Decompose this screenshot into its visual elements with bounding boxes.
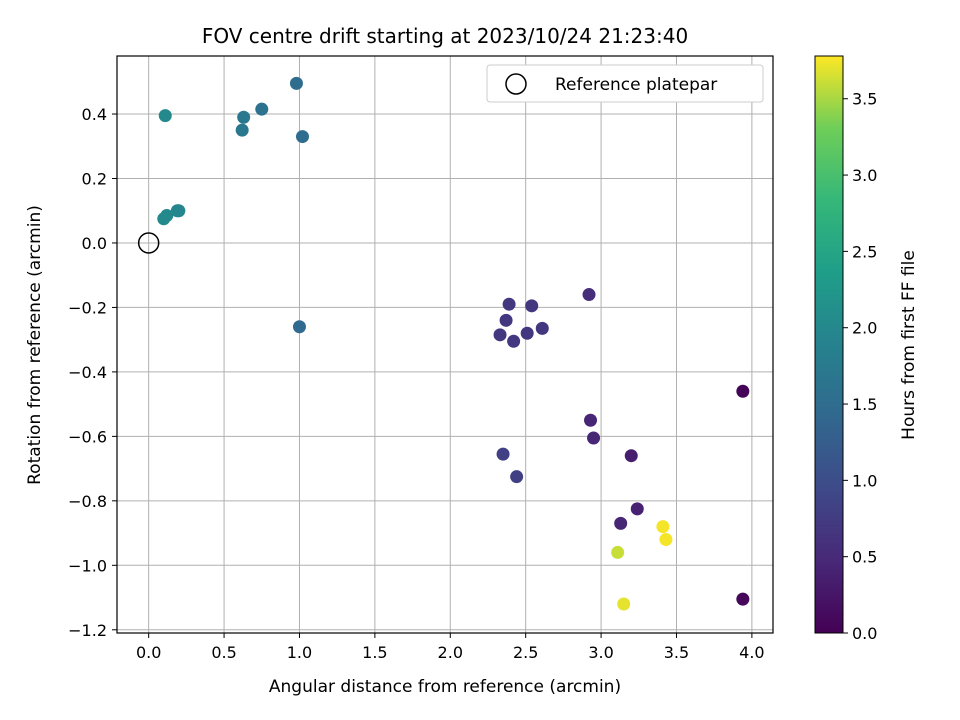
scatter-point <box>496 447 510 461</box>
scatter-point <box>493 328 507 342</box>
scatter-point <box>659 533 673 547</box>
x-tick-label: 3.0 <box>588 643 613 662</box>
scatter-points <box>137 76 750 611</box>
colorbar-ticks: 0.0 0.5 1.0 1.5 2.0 2.5 3.0 3.5 <box>843 90 877 643</box>
scatter-point <box>235 123 249 137</box>
scatter-point <box>237 110 251 124</box>
x-tick-label: 3.5 <box>664 643 689 662</box>
colorbar-tick-label: 2.5 <box>852 242 877 261</box>
scatter-point <box>499 313 513 327</box>
scatter-point <box>295 130 309 144</box>
scatter-point <box>582 288 596 302</box>
scatter-point <box>525 299 539 313</box>
colorbar: 0.0 0.5 1.0 1.5 2.0 2.5 3.0 3.5 Hours from firs… <box>814 55 919 643</box>
x-tick-label: 0.5 <box>211 643 236 662</box>
colorbar-tick-label: 0.0 <box>852 624 877 643</box>
scatter-point <box>587 431 601 445</box>
scatter-point <box>170 204 184 218</box>
y-tick-label: −0.8 <box>68 492 107 511</box>
colorbar-tick-label: 0.5 <box>852 548 877 567</box>
x-axis-label: Angular distance from reference (arcmin) <box>269 677 621 697</box>
scatter-point <box>255 102 269 116</box>
y-tick-label: 0.0 <box>82 234 107 253</box>
colorbar-tick-label: 1.0 <box>852 471 877 490</box>
colorbar-tick-label: 2.0 <box>852 319 877 338</box>
colorbar-tick-label: 1.5 <box>852 395 877 414</box>
x-tick-label: 0.0 <box>136 643 161 662</box>
scatter-point <box>292 320 306 334</box>
scatter-point <box>584 413 598 427</box>
colorbar-tick-label: 3.0 <box>852 166 877 185</box>
x-tick-label: 2.0 <box>438 643 463 662</box>
x-tick-label: 2.5 <box>513 643 538 662</box>
scatter-point <box>614 516 628 530</box>
x-tick-label: 4.0 <box>739 643 764 662</box>
y-tick-label: −0.2 <box>68 298 107 317</box>
legend: Reference platepar <box>486 64 764 103</box>
y-tick-label: −1.2 <box>68 621 107 640</box>
legend-marker-open-circle <box>505 73 527 95</box>
colorbar-tick-label: 3.5 <box>852 90 877 109</box>
scatter-point <box>520 326 534 340</box>
y-tick-label: −0.6 <box>68 427 107 446</box>
scatter-point <box>624 449 638 463</box>
scatter-point <box>630 502 644 516</box>
y-axis-label: Rotation from reference (arcmin) <box>25 205 45 485</box>
colorbar-gradient <box>814 55 844 634</box>
scatter-point <box>617 597 631 611</box>
colorbar-label: Hours from first FF file <box>899 250 919 440</box>
y-tick-label: −1.0 <box>68 556 107 575</box>
plot-frame <box>116 55 774 634</box>
x-tick-label: 1.0 <box>287 643 312 662</box>
legend-label: Reference platepar <box>555 75 717 95</box>
reference-platepar-point <box>137 232 160 254</box>
legend-box <box>486 64 764 103</box>
y-tick-label: −0.4 <box>68 363 107 382</box>
scatter-point <box>158 109 172 123</box>
chart-title: FOV centre drift starting at 2023/10/24 … <box>202 24 688 48</box>
scatter-point <box>510 470 524 484</box>
scatter-point <box>502 297 516 311</box>
scatter-point <box>736 384 750 398</box>
scatter-point <box>507 334 521 348</box>
x-tick-label: 1.5 <box>362 643 387 662</box>
scatter-point <box>289 76 303 90</box>
grid <box>117 56 773 633</box>
y-axis-ticks: 0.4 0.2 0.0 −0.2 −0.4 −0.6 −0.8 −1.0 −1.2 <box>68 105 117 640</box>
scatter-point <box>535 321 549 335</box>
scatter-point <box>611 545 625 559</box>
y-tick-label: 0.2 <box>82 169 107 188</box>
x-axis-ticks: 0.0 0.5 1.0 1.5 2.0 2.5 3.0 3.5 4.0 <box>136 633 765 662</box>
y-tick-label: 0.4 <box>82 105 107 124</box>
scatter-point <box>736 592 750 606</box>
scatter-point <box>157 212 171 226</box>
scatter-point <box>656 520 670 534</box>
